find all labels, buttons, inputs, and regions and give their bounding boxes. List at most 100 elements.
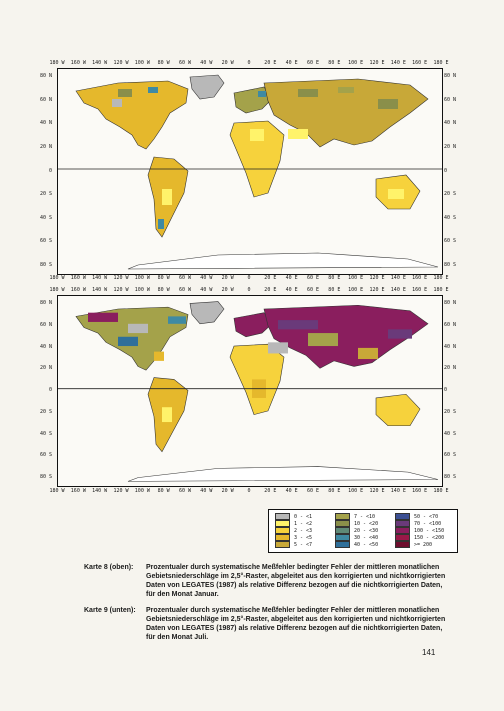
lon-tick-label: 140 W	[92, 488, 108, 494]
grid-cell-patch	[278, 320, 318, 330]
legend-column-3: 50 - <70 70 - <100 100 - <150 150 - <200 >= …	[395, 513, 444, 548]
legend-label: 70 - <100	[414, 520, 442, 527]
lat-tick-label: 0	[48, 167, 52, 174]
lon-tick-label: 60 W	[178, 287, 192, 293]
legend-label: 1 - <2	[294, 520, 313, 527]
lon-tick-label: 20 E	[264, 60, 277, 66]
legend-label: 3 - <5	[294, 534, 313, 541]
lon-tick-label: 100 E	[348, 287, 364, 293]
legend-swatch	[335, 520, 350, 527]
map-karte-9	[57, 295, 443, 487]
lon-tick-label: 120 E	[369, 275, 385, 281]
lat-tick-label: 80 S	[444, 474, 457, 480]
lon-tick-label: 40 W	[200, 60, 213, 66]
continents-group	[75, 74, 439, 270]
map2-svg	[58, 301, 442, 482]
grid-cell-patch	[168, 316, 186, 324]
lat-tick-label: 60 N	[444, 321, 457, 328]
lon-tick-label: 80 W	[157, 287, 170, 293]
lat-tick-label: 40 S	[444, 214, 457, 221]
grid-cell-patch	[250, 129, 264, 141]
australia-landmass	[375, 393, 421, 427]
lon-tick-label: 120 E	[369, 488, 385, 494]
legend-label: 7 - <10	[354, 513, 376, 520]
lon-tick-label: 40 W	[200, 488, 213, 494]
lat-tick-label: 20 S	[444, 191, 457, 198]
caption-text: Prozentualer durch systematische Meßfehl…	[146, 607, 446, 641]
lat-tick-label: 60 N	[39, 96, 52, 103]
lon-tick-label: 140 E	[390, 488, 406, 494]
lon-tick-label: 0	[247, 275, 251, 281]
grid-cell-patch	[88, 312, 118, 322]
lat-tick-label: 20 S	[39, 408, 52, 415]
grid-cell-patch	[118, 336, 138, 347]
lon-tick-label: 140 E	[390, 60, 406, 66]
lon-tick-label: 160 E	[412, 488, 428, 494]
legend-label: 2 - <3	[294, 527, 313, 534]
lon-tick-label: 100 E	[348, 488, 364, 494]
lon-tick-label: 0	[247, 60, 251, 66]
lon-tick-label: 160 W	[70, 275, 86, 281]
legend-item: 3 - <5	[275, 534, 312, 541]
legend-swatch	[275, 534, 290, 541]
grid-cell-patch	[338, 87, 354, 93]
lon-tick-label: 20 E	[264, 488, 277, 494]
caption-label: Karte 8 (oben):	[84, 564, 134, 571]
legend-item: 100 - <150	[395, 527, 444, 534]
grid-cell-patch	[112, 99, 122, 107]
lat-tick-label: 80 S	[444, 262, 457, 268]
lon-tick-label: 60 W	[178, 488, 192, 494]
lat-tick-label: 80 S	[39, 474, 52, 480]
lon-tick-label: 160 E	[412, 287, 428, 293]
lon-tick-label: 100 W	[134, 60, 150, 66]
legend-label: 30 - <40	[354, 534, 379, 541]
lat-tick-label: 0	[48, 387, 52, 393]
legend-item: 150 - <200	[395, 534, 444, 541]
legend-item: 5 - <7	[275, 541, 312, 548]
lat-tick-label: 20 N	[444, 143, 457, 150]
legend: 0 - <1 1 - <2 2 - <3 3 - <5 5 - <7 7 - <10 10…	[268, 509, 458, 553]
africa-landmass	[229, 120, 285, 198]
map1-lon-axis-top: 180 W 160 W 140 W 120 W 100 W 80 W 60 W 40 W 20 …	[49, 60, 448, 69]
grid-cell-patch	[128, 323, 148, 334]
lat-tick-label: 60 S	[444, 452, 457, 459]
grid-cell-patch	[118, 89, 132, 97]
legend-item: >= 200	[395, 541, 444, 548]
legend-column-2: 7 - <10 10 - <20 20 - <30 30 - <40 40 - <50	[335, 513, 378, 548]
legend-label: 150 - <200	[414, 534, 445, 541]
legend-swatch	[395, 520, 410, 527]
lon-tick-label: 120 W	[113, 60, 129, 66]
legend-swatch	[275, 541, 290, 548]
lat-tick-label: 40 N	[39, 120, 52, 127]
legend-item: 40 - <50	[335, 541, 378, 548]
grid-cell-patch	[162, 189, 172, 205]
lat-tick-label: 0	[444, 167, 448, 174]
legend-label: 10 - <20	[354, 520, 379, 527]
lon-tick-label: 180 W	[49, 287, 65, 293]
lon-tick-label: 20 E	[264, 287, 277, 293]
lon-tick-label: 20 W	[221, 488, 234, 494]
lon-tick-label: 20 E	[264, 275, 277, 281]
greenland-landmass	[189, 74, 225, 100]
lat-tick-label: 60 S	[444, 238, 457, 245]
lon-tick-label: 40 E	[285, 488, 298, 494]
legend-swatch	[335, 534, 350, 541]
legend-label: 20 - <30	[354, 527, 379, 534]
legend-item: 1 - <2	[275, 520, 312, 527]
continents-group	[75, 301, 439, 482]
lon-tick-label: 120 E	[369, 60, 385, 66]
grid-cell-patch	[378, 99, 398, 109]
legend-item: 50 - <70	[395, 513, 444, 520]
legend-label: 100 - <150	[414, 527, 445, 534]
map2-lat-axis-left: 80 N 60 N 40 N 20 N 0 20 S 40 S 60 S 80 S	[32, 295, 52, 485]
grid-cell-patch	[308, 333, 338, 347]
map-karte-8	[57, 68, 443, 275]
grid-cell-patch	[154, 351, 164, 361]
lon-tick-label: 160 E	[412, 275, 428, 281]
lon-tick-label: 180 W	[49, 488, 65, 494]
grid-cell-patch	[298, 89, 318, 97]
antarctica-landmass	[127, 252, 439, 270]
legend-item: 20 - <30	[335, 527, 378, 534]
lat-tick-label: 60 S	[39, 452, 52, 459]
lon-tick-label: 180 E	[433, 287, 449, 293]
